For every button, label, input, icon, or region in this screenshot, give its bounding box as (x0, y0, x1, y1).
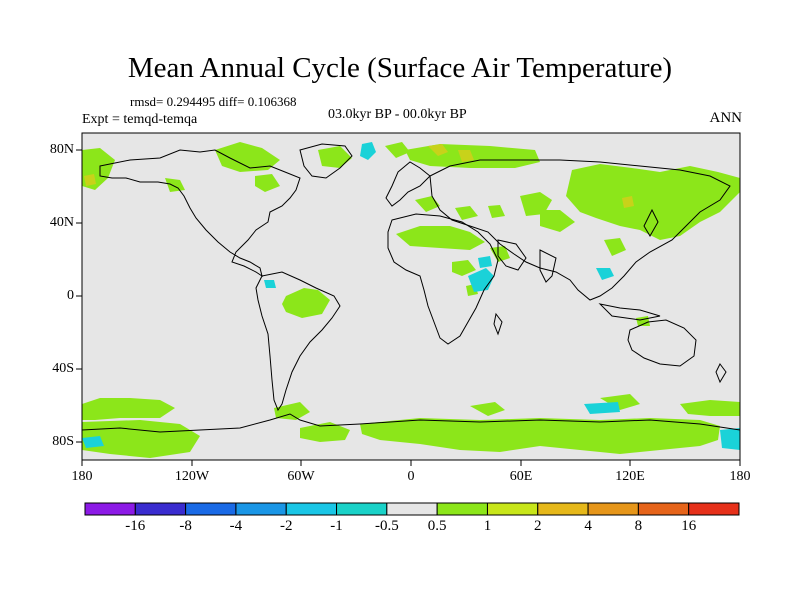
colorbar-segment (637, 502, 690, 516)
lon-label: 120E (615, 469, 645, 484)
experiment-text: Expt = temqd-temqa (82, 112, 198, 127)
colorbar-segment (486, 502, 539, 516)
colorbar-label: 0.5 (427, 518, 447, 534)
colorbar-segment (436, 502, 488, 516)
lat-label: 40S (52, 361, 74, 376)
colorbar-segment (84, 502, 136, 516)
colorbar-label: -8 (179, 518, 192, 534)
colorbar-segment (134, 502, 187, 516)
season-text: ANN (709, 110, 743, 126)
colorbar-label: -16 (125, 518, 146, 534)
colorbar-segment (587, 502, 639, 516)
lon-label: 120W (174, 469, 210, 484)
anomaly-fill-strong-positive (84, 144, 634, 208)
colorbar-segment (688, 502, 740, 516)
lon-label: 180 (729, 469, 751, 484)
colorbar-label: -1 (330, 518, 343, 534)
coastlines (81, 143, 741, 433)
colorbar-label: 16 (681, 518, 697, 534)
colorbar-segment (285, 502, 338, 516)
colorbar-label: 2 (534, 518, 542, 534)
anomaly-fill-negative (82, 142, 740, 450)
colorbar-segment (336, 502, 388, 516)
colorbar-label: -0.5 (374, 518, 399, 534)
colorbar-label: 4 (584, 518, 592, 534)
lon-label: 180 (71, 469, 93, 484)
colorbar-label: -4 (229, 518, 243, 534)
axis-ticks (76, 149, 741, 466)
colorbar-label: 1 (483, 518, 492, 534)
lat-label: 0 (67, 288, 74, 303)
colorbar-segment (185, 502, 237, 516)
stats-text: rmsd= 0.294495 diff= 0.106368 (130, 94, 297, 109)
colorbar (84, 502, 740, 516)
map-title: Mean Annual Cycle (Surface Air Temperatu… (127, 52, 673, 84)
lon-label: 0 (407, 469, 415, 484)
lon-label: 60E (509, 469, 533, 484)
colorbar-segment (537, 502, 589, 516)
period-text: 03.0kyr BP - 00.0kyr BP (328, 107, 467, 122)
colorbar-segment (386, 502, 438, 516)
lon-label: 60W (287, 469, 315, 484)
colorbar-segment (235, 502, 287, 516)
lat-label: 80S (52, 434, 74, 449)
colorbar-label: -2 (279, 518, 293, 534)
lat-label: 80N (49, 142, 74, 157)
lat-label: 40N (49, 215, 74, 230)
colorbar-label: 8 (634, 518, 643, 534)
